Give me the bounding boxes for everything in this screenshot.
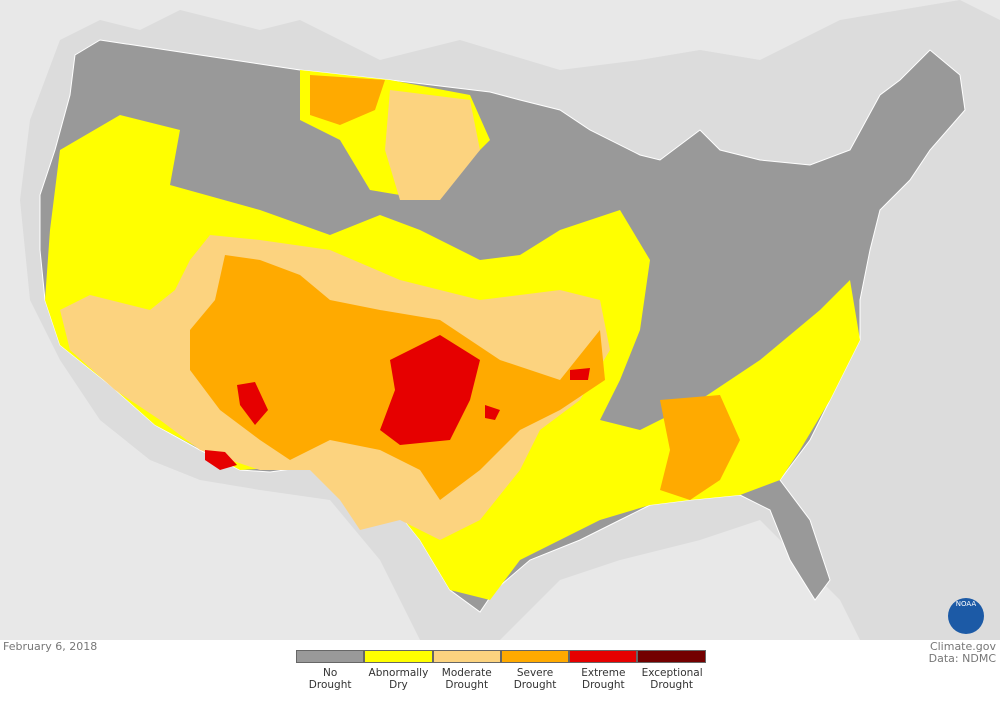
- legend-label: Exceptional Drought: [641, 667, 703, 691]
- legend: No Drought Abnormally Dry Moderate Drought…: [296, 650, 706, 691]
- noaa-logo: [948, 598, 984, 634]
- legend-label: Moderate Drought: [441, 667, 492, 691]
- severe-southeast: [660, 395, 740, 500]
- legend-label: Severe Drought: [513, 667, 557, 691]
- data-credit: Data: NDMC: [928, 652, 996, 665]
- legend-swatch: [296, 650, 365, 663]
- legend-item: Severe Drought: [500, 650, 570, 691]
- legend-swatch: [364, 650, 433, 663]
- extreme-border: [205, 450, 237, 470]
- moderate-north: [385, 90, 480, 200]
- legend-swatch: [569, 650, 638, 663]
- legend-label: Abnormally Dry: [368, 667, 429, 691]
- legend-swatch: [637, 650, 706, 663]
- legend-item: Extreme Drought: [569, 650, 638, 691]
- legend-label: Extreme Drought: [581, 667, 626, 691]
- legend-item: Exceptional Drought: [637, 650, 706, 691]
- legend-item: Moderate Drought: [432, 650, 501, 691]
- severe-north: [310, 75, 385, 125]
- legend-item: Abnormally Dry: [364, 650, 433, 691]
- extreme-arkansas: [570, 368, 590, 380]
- legend-swatch: [500, 650, 570, 663]
- extreme-drought: [380, 335, 480, 445]
- noaa-logo-label: NOAA: [956, 600, 977, 608]
- extreme-arizona: [237, 382, 268, 425]
- date: February 6, 2018: [3, 640, 98, 653]
- extreme-oklahoma: [485, 405, 500, 420]
- legend-item: No Drought: [296, 650, 365, 691]
- drought-map: NOAA: [0, 0, 1000, 640]
- legend-swatch: [432, 650, 501, 663]
- legend-label: No Drought: [308, 667, 352, 691]
- source-credit: Climate.gov: [929, 640, 996, 653]
